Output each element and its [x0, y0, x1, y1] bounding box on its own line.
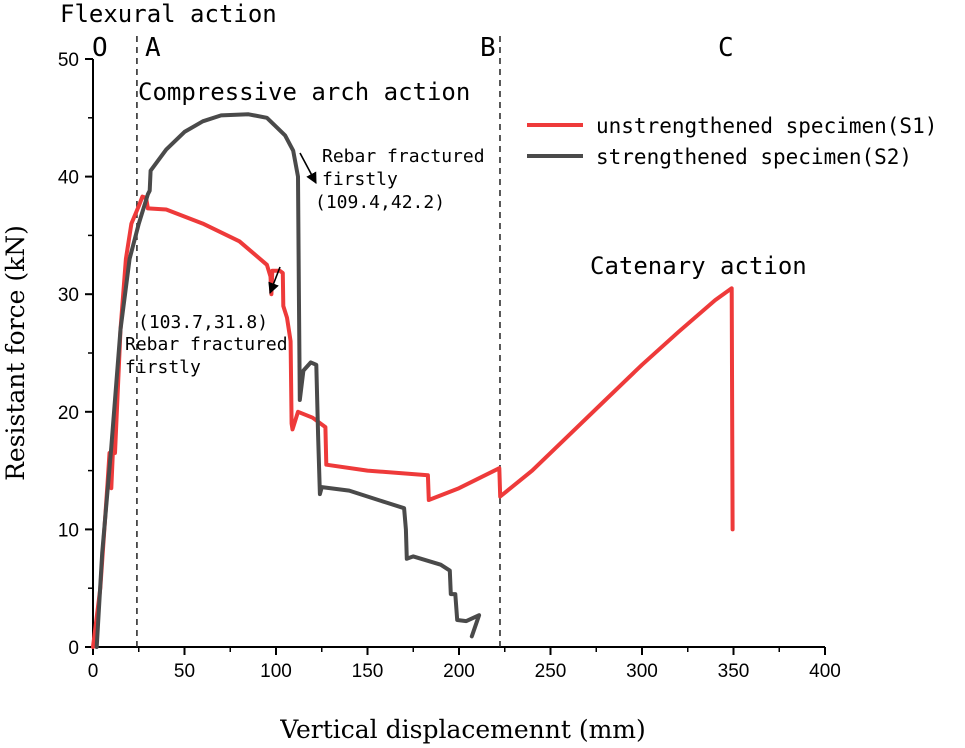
stage-label-c: C	[718, 33, 734, 63]
y-axis-label: Resistant force (kN)	[1, 225, 30, 481]
annotation-flexural: Flexural action	[60, 0, 277, 28]
legend-label-s2: strengthened specimen(S2)	[596, 145, 912, 169]
y-tick-label: 40	[58, 168, 79, 189]
annotation-s1-arrow	[268, 266, 281, 295]
y-tick-label: 0	[68, 638, 79, 659]
annotation-catenary: Catenary action	[590, 252, 807, 280]
x-tick-label: 100	[260, 661, 292, 682]
x-axis-label: Vertical displacemennt (mm)	[279, 715, 646, 744]
annotation-s1-text2: firstly	[125, 357, 201, 378]
x-tick-label: 400	[809, 661, 841, 682]
legend-label-s1: unstrengthened specimen(S1)	[596, 114, 937, 138]
annotation-s1-text1: Rebar fractured	[125, 334, 288, 355]
y-tick-label: 50	[58, 50, 79, 71]
annotation-compressive: Compressive arch action	[138, 78, 470, 106]
x-tick-label: 150	[352, 661, 384, 682]
stage-label-o: O	[92, 33, 108, 63]
y-tick-label: 30	[58, 285, 79, 306]
x-tick-label: 350	[718, 661, 750, 682]
y-tick-label: 20	[58, 403, 79, 424]
stage-label-a: A	[145, 33, 161, 63]
y-tick-label: 10	[58, 520, 79, 541]
annotation-s1-point: (103.7,31.8)	[138, 312, 268, 333]
annotation-s2-text2: firstly	[322, 169, 398, 190]
series-line-s2	[94, 112, 482, 649]
annotation-s2-arrow	[299, 152, 317, 184]
annotation-s2-point: (109.4,42.2)	[315, 192, 445, 213]
stage-label-b: B	[480, 33, 496, 63]
legend: unstrengthened specimen(S1) strengthened…	[527, 114, 937, 169]
annotation-s2-text1: Rebar fractured	[322, 146, 485, 167]
x-tick-label: 0	[88, 661, 99, 682]
x-tick-label: 200	[443, 661, 475, 682]
x-tick-label: 50	[174, 661, 195, 682]
x-tick-label: 300	[626, 661, 658, 682]
x-tick-label: 250	[535, 661, 567, 682]
